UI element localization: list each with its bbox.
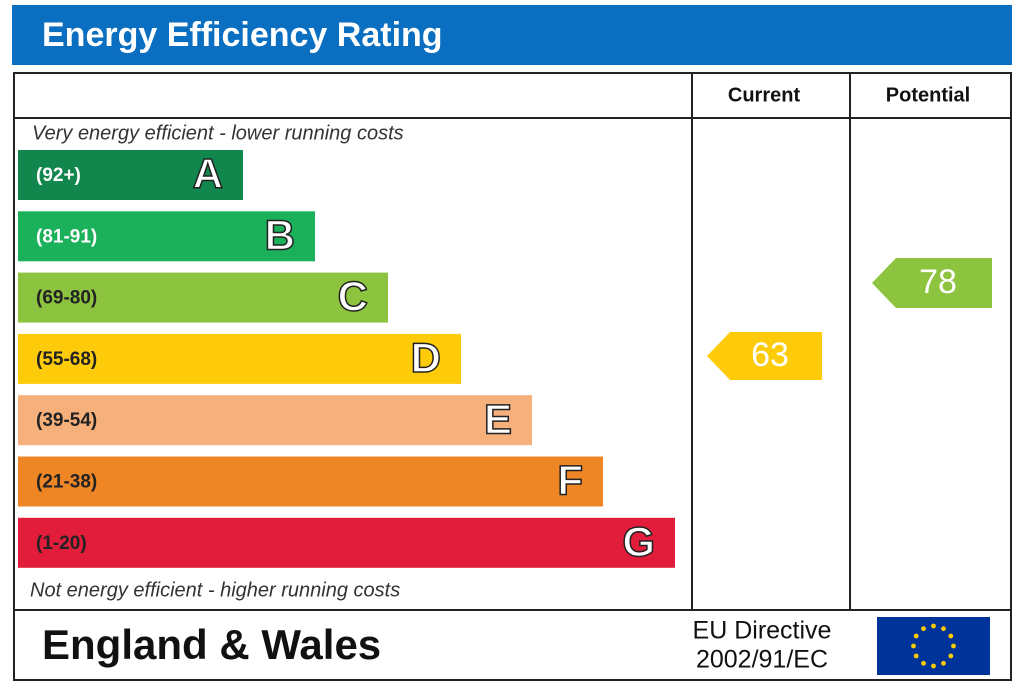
current-rating: 63 (751, 336, 789, 374)
eu-star (931, 663, 936, 669)
region: England & Wales (42, 621, 381, 668)
band-letter: C (338, 273, 368, 320)
directive: 2002/91/EC (696, 646, 828, 674)
eu-star (913, 633, 919, 639)
band-bar (18, 456, 603, 507)
eu-star (921, 626, 926, 632)
eu-star (941, 626, 946, 632)
column-header: Potential (886, 84, 970, 106)
band-letter: F (557, 457, 583, 504)
potential-rating: 78 (919, 263, 957, 301)
band-letter: B (265, 211, 295, 258)
eu-stars (911, 623, 956, 669)
eu-star (931, 623, 936, 629)
eu-star (921, 660, 926, 666)
top-note: Very energy efficient - lower running co… (32, 122, 404, 144)
eu-star (913, 653, 919, 659)
current-arrow (707, 332, 822, 380)
band-bar (18, 211, 315, 262)
eu-star (941, 660, 946, 666)
band-letter: E (484, 395, 512, 442)
band-bar (18, 272, 388, 323)
bottom-note: Not energy efficient - higher running co… (30, 579, 400, 601)
band-letter: G (622, 518, 655, 565)
eu-star (948, 633, 954, 639)
band-range: (69-80) (36, 288, 97, 309)
directive: EU Directive (693, 617, 832, 645)
bands: (92+) A (81-91) B (69-80) C (55-68) D (39-54) E (2… (18, 149, 675, 568)
band-range: (92+) (36, 165, 81, 186)
band-range: (55-68) (36, 349, 97, 370)
band-letter: D (411, 334, 441, 381)
band-range: (21-38) (36, 472, 97, 493)
eu-star (948, 653, 954, 659)
eu-star (951, 643, 956, 649)
column-header: Current (728, 84, 801, 106)
potential-arrow (872, 258, 992, 308)
title-bar (12, 5, 1012, 65)
band-letter: A (193, 150, 223, 197)
band-bar (18, 150, 243, 200)
title: Energy Efficiency Rating (42, 16, 443, 54)
band-range: (81-91) (36, 226, 97, 247)
band-bar (18, 517, 675, 568)
frame (13, 72, 1012, 681)
band-bar (18, 333, 461, 384)
band-bar (18, 395, 532, 446)
band-range: (1-20) (36, 533, 87, 554)
eu-star (911, 643, 916, 649)
band-range: (39-54) (36, 410, 97, 431)
